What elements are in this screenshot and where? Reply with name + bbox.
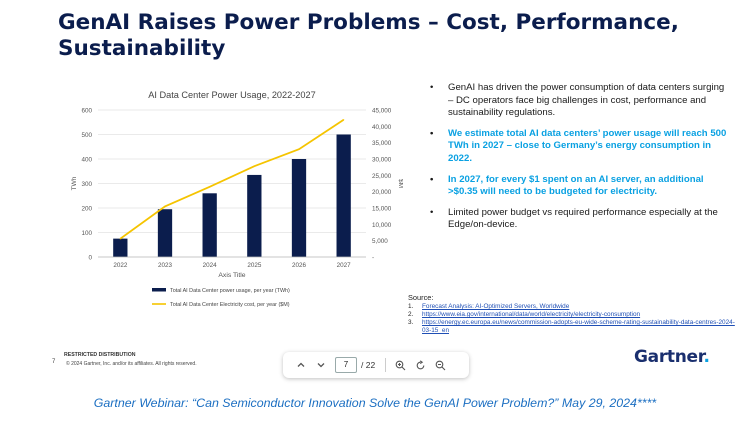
source-label: Source:: [408, 293, 434, 302]
bullet-item: In 2027, for every $1 spent on an AI ser…: [428, 174, 728, 199]
line-point: [209, 186, 211, 188]
x-tick-label: 2027: [337, 262, 352, 269]
logo-text: Gartner: [634, 347, 704, 367]
restricted-label: RESTRICTED DISTRIBUTION: [64, 352, 136, 358]
source-row: 1. Forecast Analysis: AI-Optimized Serve…: [408, 303, 738, 311]
line-point: [253, 165, 255, 167]
bullet-item: We estimate total AI data centers’ power…: [428, 128, 728, 166]
x-tick-label: 2026: [292, 262, 307, 269]
bullet-item: GenAI has driven the power consumption o…: [428, 82, 728, 120]
slide: GenAI Raises Power Problems – Cost, Perf…: [0, 0, 750, 385]
power-usage-chart: AI Data Center Power Usage, 2022-2027 0 10…: [48, 80, 403, 320]
source-number: 2.: [408, 311, 414, 318]
x-tick-label: 2022: [113, 262, 128, 269]
bullet-item: Limited power budget vs required perform…: [428, 207, 728, 232]
bar: [113, 238, 128, 257]
line-point: [343, 119, 345, 121]
y2-tick-label: 45,000: [372, 108, 392, 115]
cost-series-line: [119, 119, 345, 240]
line-point: [298, 148, 300, 150]
bar: [202, 193, 217, 257]
pdf-toolbar: 7 / 22: [283, 352, 469, 378]
legend-label: Total AI Data Center Electricity cost, p…: [170, 302, 290, 308]
bar: [291, 159, 307, 257]
source-row: 3. https://energy.ec.europa.eu/news/comm…: [408, 319, 738, 335]
toolbar-divider: [385, 358, 387, 372]
y2-tick-label: -: [372, 255, 374, 262]
y-tick-label: 100: [81, 230, 92, 237]
logo-dot: .: [703, 347, 710, 367]
x-tick-label: 2024: [203, 262, 218, 269]
source-link[interactable]: https://energy.ec.europa.eu/news/commiss…: [422, 319, 735, 334]
webinar-caption: Gartner Webinar: “Can Semiconductor Inno…: [93, 396, 657, 410]
bar: [247, 174, 262, 257]
line-point: [119, 238, 121, 240]
y-tick-label: 300: [81, 181, 92, 188]
zoom-out-icon[interactable]: [430, 355, 450, 375]
slide-title: GenAI Raises Power Problems – Cost, Perf…: [58, 10, 679, 61]
source-link[interactable]: https://www.eia.gov/international/data/w…: [422, 311, 641, 318]
y2-tick-label: 15,000: [372, 206, 392, 213]
x-tick-label: 2025: [247, 262, 262, 269]
source-number: 3.: [408, 319, 414, 326]
x-axis-label: Axis Title: [218, 272, 245, 279]
y2-tick-label: 40,000: [372, 124, 392, 131]
y2-tick-label: 30,000: [372, 157, 392, 164]
page-number-input[interactable]: 7: [335, 357, 357, 373]
y-axis-label: TWh: [71, 176, 78, 190]
y2-axis-label: $M: [397, 179, 403, 188]
x-tick-label: 2023: [158, 262, 173, 269]
gartner-logo: Gartner.: [634, 347, 710, 367]
y2-tick-label: 20,000: [372, 189, 392, 196]
y-tick-label: 0: [88, 255, 92, 262]
bar: [336, 134, 351, 257]
legend-swatch-bar: [152, 288, 166, 292]
y2-tick-label: 5,000: [372, 238, 388, 245]
y-tick-label: 500: [81, 132, 92, 139]
source-number: 1.: [408, 303, 414, 310]
y2-tick-label: 35,000: [372, 140, 392, 147]
slide-page-number: 7: [52, 359, 56, 365]
line-point: [164, 205, 166, 207]
chart-title: AI Data Center Power Usage, 2022-2027: [148, 90, 316, 100]
source-link[interactable]: Forecast Analysis: AI-Optimized Servers,…: [422, 303, 570, 310]
chart-svg: AI Data Center Power Usage, 2022-2027 0 10…: [71, 90, 403, 308]
zoom-in-icon[interactable]: [390, 355, 410, 375]
y-tick-label: 400: [81, 157, 92, 164]
bar: [157, 209, 173, 257]
legend-label: Total AI Data Center power usage, per ye…: [170, 288, 290, 294]
y-tick-label: 600: [81, 108, 92, 115]
source-row: 2. https://www.eia.gov/international/dat…: [408, 311, 738, 319]
chevron-down-icon[interactable]: [311, 355, 331, 375]
y2-tick-label: 10,000: [372, 222, 392, 229]
chevron-up-icon[interactable]: [291, 355, 311, 375]
y-tick-label: 200: [81, 206, 92, 213]
bullet-list: GenAI has driven the power consumption o…: [428, 82, 728, 240]
source-block: Source: 1. Forecast Analysis: AI-Optimiz…: [408, 294, 738, 335]
rotate-icon[interactable]: [410, 355, 430, 375]
copyright-text: © 2024 Gartner, Inc. and/or its affiliat…: [66, 361, 197, 367]
y2-tick-label: 25,000: [372, 173, 392, 180]
page-total: / 22: [361, 360, 376, 370]
